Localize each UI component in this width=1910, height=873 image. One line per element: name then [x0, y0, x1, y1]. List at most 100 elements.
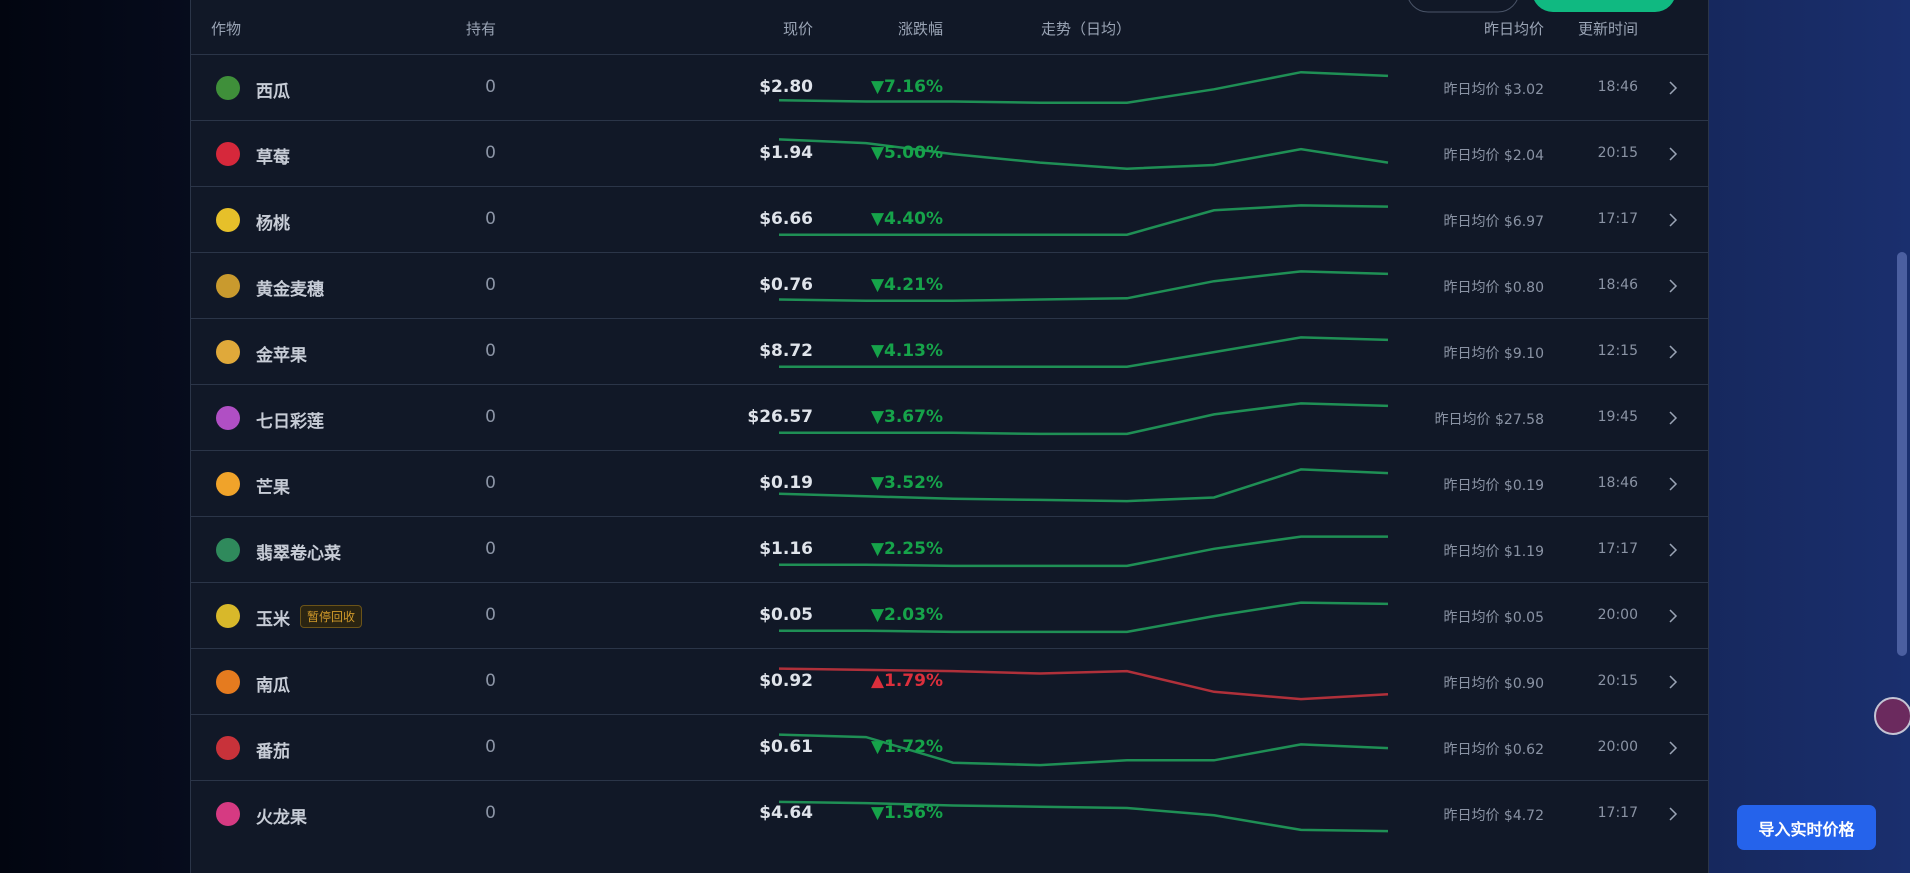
change: ▼1.56%: [870, 803, 943, 823]
held: 0: [485, 209, 496, 229]
trend-line: [779, 535, 1388, 568]
chevron: [1669, 147, 1678, 161]
chevron: [1669, 543, 1678, 557]
table-row[interactable]: 芒果 0 $0.19 ▼3.52% 昨日均价 $0.19 18:46: [191, 450, 1708, 517]
float-icon[interactable]: [1874, 697, 1910, 735]
crop-name: 西瓜: [256, 82, 290, 102]
yesterday-avg: 昨日均价 $2.04: [1443, 148, 1544, 164]
update-time: 20:00: [1597, 739, 1638, 755]
crop-name: 南瓜: [256, 676, 290, 696]
crop-icon: [216, 472, 240, 496]
row-graphics: [216, 270, 1678, 302]
held: 0: [485, 143, 496, 163]
crop-icon: [216, 802, 240, 826]
table-row[interactable]: 七日彩莲 0 $26.57 ▼3.67% 昨日均价 $27.58 19:45: [191, 384, 1708, 451]
chevron: [1669, 675, 1678, 689]
row-graphics: [216, 667, 1678, 701]
held: 0: [485, 77, 496, 97]
trend-line: [778, 733, 1389, 767]
crop-icon: [216, 76, 240, 100]
held: 0: [485, 539, 496, 559]
table-row[interactable]: 西瓜 0 $2.80 ▼7.16% 昨日均价 $3.02 18:46: [191, 54, 1708, 121]
trend-line: [778, 667, 1389, 701]
table-row[interactable]: 金苹果 0 $8.72 ▼4.13% 昨日均价 $9.10 12:15: [191, 318, 1708, 385]
table-row[interactable]: 翡翠卷心菜 0 $1.16 ▼2.25% 昨日均价 $1.19 17:17: [191, 516, 1708, 583]
change: ▼1.72%: [870, 737, 943, 757]
crop-name: 番茄: [256, 742, 290, 762]
table-row[interactable]: 玉米 暂停回收 0 $0.05 ▼2.03% 昨日均价 $0.05 20:00: [191, 582, 1708, 649]
update-time: 18:46: [1597, 475, 1638, 491]
crop-name: 黄金麦穗: [256, 280, 324, 300]
crop-icon: [216, 340, 240, 364]
price: $4.64: [759, 803, 813, 823]
price: $0.05: [759, 605, 813, 625]
update-time: 18:46: [1597, 277, 1638, 293]
yesterday-avg: 昨日均价 $6.97: [1443, 214, 1544, 230]
price: $26.57: [747, 407, 813, 427]
update-time: 17:17: [1597, 211, 1638, 227]
table-row[interactable]: 番茄 0 $0.61 ▼1.72% 昨日均价 $0.62 20:00: [191, 714, 1708, 781]
chevron: [1669, 477, 1678, 491]
trend-line: [779, 601, 1389, 634]
price: $0.76: [759, 275, 813, 295]
crop-name: 芒果: [256, 478, 290, 498]
yesterday-avg: 昨日均价 $4.72: [1443, 808, 1544, 824]
yesterday-avg: 昨日均价 $0.62: [1443, 742, 1544, 758]
change: ▼5.00%: [870, 143, 943, 163]
crop-icon: [216, 142, 240, 166]
yesterday-avg: 昨日均价 $0.80: [1443, 280, 1544, 296]
yesterday-avg: 昨日均价 $0.90: [1443, 676, 1544, 692]
change: ▼3.67%: [870, 407, 943, 427]
crop-icon: [216, 274, 240, 298]
crop-icon: [216, 736, 240, 760]
yesterday-avg: 昨日均价 $0.05: [1443, 610, 1544, 626]
held: 0: [485, 341, 496, 361]
row-graphics: [216, 601, 1678, 634]
held: 0: [485, 473, 496, 493]
import-button[interactable]: 导入实时价格: [1737, 805, 1876, 850]
trend-line: [778, 70, 1389, 104]
change: ▲1.79%: [870, 671, 943, 691]
held: 0: [485, 407, 496, 427]
price: $8.72: [759, 341, 813, 361]
chevron: [1669, 81, 1678, 95]
price-table: 作物 持有 现价 涨跌幅 走势（日均） 昨日均价 更新时间 西瓜 0 $2.80 ▼7…: [190, 0, 1709, 873]
table-row[interactable]: 火龙果 0 $4.64 ▼1.56% 昨日均价 $4.72 17:17: [191, 780, 1708, 847]
scrollbar[interactable]: [1897, 252, 1907, 656]
update-time: 19:45: [1597, 409, 1638, 425]
table-row[interactable]: 黄金麦穗 0 $0.76 ▼4.21% 昨日均价 $0.80 18:46: [191, 252, 1708, 319]
yesterday-avg: 昨日均价 $27.58: [1434, 412, 1544, 428]
trend-line: [779, 204, 1389, 236]
crop-name: 玉米: [256, 610, 290, 630]
change: ▼7.16%: [870, 77, 943, 97]
table-row[interactable]: 南瓜 0 $0.92 ▲1.79% 昨日均价 $0.90 20:15: [191, 648, 1708, 715]
held: 0: [485, 605, 496, 625]
held: 0: [485, 671, 496, 691]
update-time: 20:00: [1597, 607, 1638, 623]
header-held: 持有: [465, 20, 496, 38]
trend-line: [778, 270, 1389, 302]
table-row[interactable]: 杨桃 0 $6.66 ▼4.40% 昨日均价 $6.97 17:17: [191, 186, 1708, 253]
chevron: [1669, 807, 1678, 821]
trend-line: [778, 800, 1389, 833]
status-tag: 暂停回收: [300, 605, 363, 628]
row-graphics: [216, 468, 1678, 503]
crop-name: 金苹果: [256, 346, 307, 366]
update-time: 18:46: [1597, 79, 1638, 95]
chevron: [1669, 279, 1678, 293]
header-price: 现价: [782, 20, 813, 38]
trend-line: [778, 468, 1389, 503]
table-row[interactable]: 草莓 0 $1.94 ▼5.00% 昨日均价 $2.04 20:15: [191, 120, 1708, 187]
crop-name: 翡翠卷心菜: [256, 544, 341, 564]
row-graphics: [216, 138, 1678, 170]
change: ▼2.03%: [870, 605, 943, 625]
top-button[interactable]: [1407, 0, 1519, 13]
price: $2.80: [759, 77, 813, 97]
crop-icon: [216, 538, 240, 562]
trend-line: [779, 336, 1389, 368]
change: ▼4.21%: [870, 275, 943, 295]
crop-name: 火龙果: [256, 808, 307, 828]
top-button[interactable]: [1532, 0, 1676, 12]
price: $6.66: [759, 209, 813, 229]
